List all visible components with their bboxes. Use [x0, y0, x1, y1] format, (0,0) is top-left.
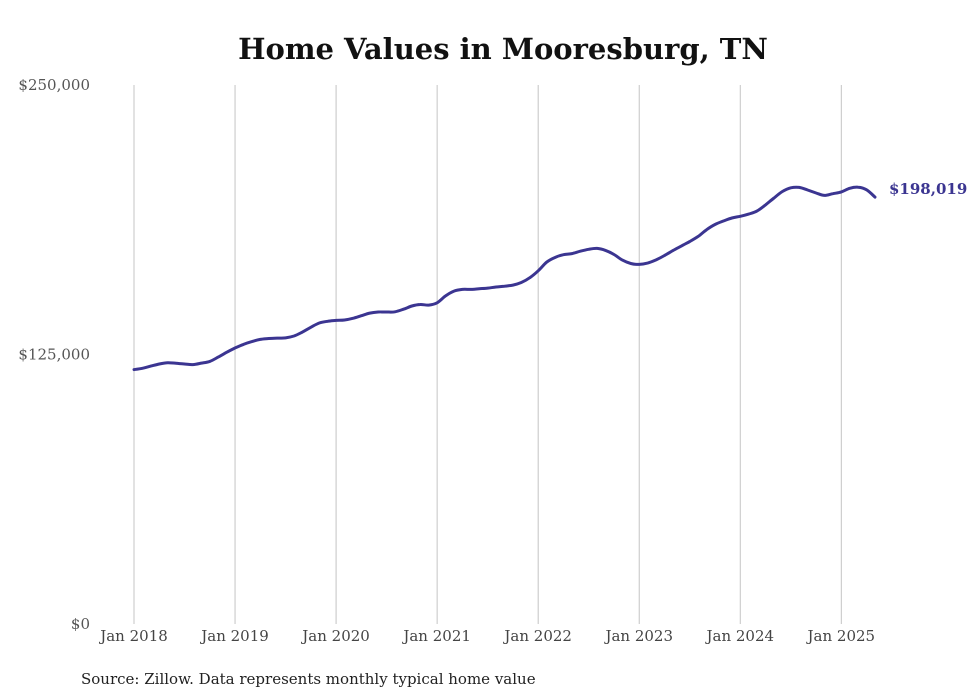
x-axis-tick-labels: Jan 2018 Jan 2019 Jan 2020 Jan 2021 Jan 2022… — [98, 627, 875, 645]
x-tick-label: Jan 2023 — [603, 627, 673, 645]
series-line-0 — [132, 185, 877, 372]
chart-title: Home Values in Mooresburg, TN — [238, 32, 768, 66]
y-tick-label: $125,000 — [18, 346, 90, 364]
x-tick-label: Jan 2024 — [704, 627, 774, 645]
series-line-group — [132, 185, 877, 372]
x-tick-label: Jan 2019 — [199, 627, 269, 645]
y-tick-label: $250,000 — [18, 76, 90, 94]
y-axis-tick-labels: $0 $125,000 $250,000 — [18, 76, 90, 633]
x-tick-label: Jan 2018 — [98, 627, 168, 645]
y-tick-label: $0 — [71, 615, 90, 633]
x-tick-label: Jan 2025 — [806, 627, 876, 645]
x-tick-label: Jan 2021 — [401, 627, 471, 645]
x-tick-label: Jan 2020 — [300, 627, 370, 645]
x-tick-label: Jan 2022 — [502, 627, 572, 645]
latest-value-label: $198,019 — [889, 180, 967, 198]
vertical-gridlines — [133, 85, 842, 624]
source-note: Source: Zillow. Data represents monthly … — [81, 670, 536, 688]
